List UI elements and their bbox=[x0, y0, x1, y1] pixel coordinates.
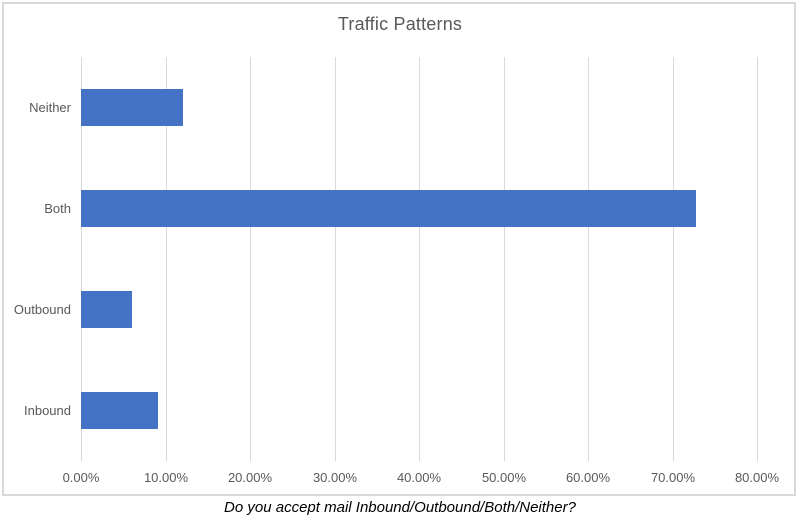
gridline bbox=[81, 57, 82, 461]
bar-neither bbox=[81, 89, 183, 126]
category-label-both: Both bbox=[44, 201, 71, 216]
x-axis-tick-label: 30.00% bbox=[312, 470, 358, 485]
x-axis-tick-label: 10.00% bbox=[143, 470, 189, 485]
gridline bbox=[250, 57, 251, 461]
category-label-neither: Neither bbox=[29, 100, 71, 115]
category-label-outbound: Outbound bbox=[13, 302, 71, 317]
x-axis-tick-label: 20.00% bbox=[227, 470, 273, 485]
x-axis-tick-label: 70.00% bbox=[650, 470, 696, 485]
bar-inbound bbox=[81, 392, 158, 429]
x-axis-tick-label: 60.00% bbox=[565, 470, 611, 485]
x-axis-tick-label: 40.00% bbox=[396, 470, 442, 485]
bar-outbound bbox=[81, 291, 132, 328]
gridline bbox=[757, 57, 758, 461]
gridline bbox=[673, 57, 674, 461]
x-axis-tick-label: 50.00% bbox=[481, 470, 527, 485]
gridline bbox=[166, 57, 167, 461]
bar-both bbox=[81, 190, 696, 227]
gridline bbox=[335, 57, 336, 461]
x-axis-tick-label: 80.00% bbox=[734, 470, 780, 485]
survey-question-caption: Do you accept mail Inbound/Outbound/Both… bbox=[224, 499, 576, 516]
x-axis-tick-label: 0.00% bbox=[62, 470, 100, 485]
plot-area bbox=[81, 57, 758, 461]
gridline bbox=[504, 57, 505, 461]
category-label-inbound: Inbound bbox=[24, 403, 71, 418]
chart-title: Traffic Patterns bbox=[337, 14, 463, 34]
gridline bbox=[588, 57, 589, 461]
gridline bbox=[419, 57, 420, 461]
